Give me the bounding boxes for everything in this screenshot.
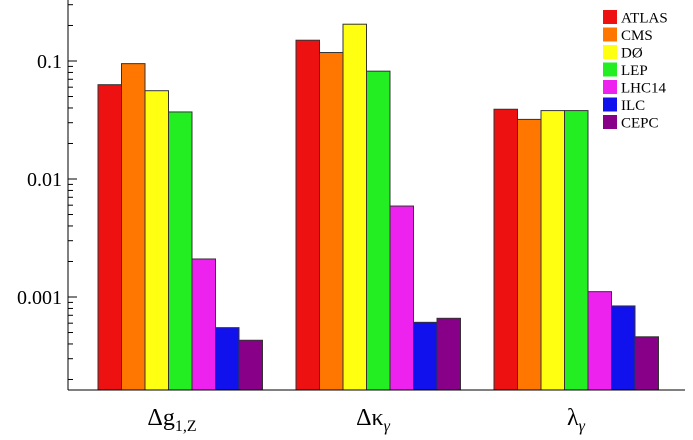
y-tick-label-0-1: 0.1 <box>37 51 62 73</box>
bar-lhc14-cat-1 <box>389 205 414 391</box>
bar-lep-cat-1 <box>366 70 391 391</box>
bars-layer <box>97 23 659 391</box>
legend-swatch-cms <box>603 27 617 42</box>
bar-atlas-cat-1 <box>295 39 320 391</box>
bar-lhc14-cat-0 <box>191 258 216 391</box>
x-category-label-0: Δg1,Z <box>147 405 196 435</box>
bar-cepc-cat-0 <box>238 339 263 391</box>
legend-label-cepc: CEPC <box>621 116 659 132</box>
x-category-label-subscript: 1,Z <box>175 418 197 435</box>
y-tick-label-0-01: 0.01 <box>27 169 62 191</box>
legend-label-lhc14: LHC14 <box>621 81 667 97</box>
legend-swatch-lep <box>603 62 617 77</box>
bar-lep-cat-2 <box>564 110 589 391</box>
bar-ilc-cat-2 <box>611 305 636 391</box>
x-category-label-base: Δg <box>147 405 174 431</box>
y-tick-label-0-001: 0.001 <box>17 287 62 309</box>
bar-d-cat-2 <box>540 110 565 391</box>
x-category-label-subscript: γ <box>384 418 391 435</box>
bar-lep-cat-0 <box>168 111 193 391</box>
bar-atlas-cat-2 <box>493 108 518 391</box>
bar-cms-cat-2 <box>517 118 542 391</box>
bar-cepc-cat-2 <box>634 336 659 391</box>
legend-label-ilc: ILC <box>621 98 645 114</box>
legend-swatch-ilc <box>603 97 617 112</box>
legend-swatch-cepc <box>603 115 617 129</box>
bar-ilc-cat-1 <box>413 321 438 391</box>
x-category-label-base: Δκ <box>356 405 384 431</box>
x-category-label-2: λγ <box>567 405 586 435</box>
bar-cepc-cat-1 <box>436 317 461 391</box>
legend-label-cms: CMS <box>621 28 653 44</box>
bar-cms-cat-0 <box>121 63 146 391</box>
legend-swatch-d <box>603 45 617 59</box>
bar-ilc-cat-0 <box>215 327 240 391</box>
x-category-label-subscript: γ <box>579 418 586 435</box>
bar-d-cat-0 <box>144 90 169 391</box>
bar-atlas-cat-0 <box>97 84 122 391</box>
bar-lhc14-cat-2 <box>587 291 612 391</box>
legend-label-atlas: ATLAS <box>621 11 668 27</box>
legend-label-d: DØ <box>621 46 643 62</box>
legend-label-lep: LEP <box>621 63 648 79</box>
x-category-label-base: λ <box>567 405 579 431</box>
bar-d-cat-1 <box>342 23 367 391</box>
legend-swatch-atlas <box>603 10 617 24</box>
x-category-label-1: Δκγ <box>356 405 391 435</box>
legend-swatch-lhc14 <box>603 80 617 94</box>
bar-cms-cat-1 <box>319 52 344 391</box>
